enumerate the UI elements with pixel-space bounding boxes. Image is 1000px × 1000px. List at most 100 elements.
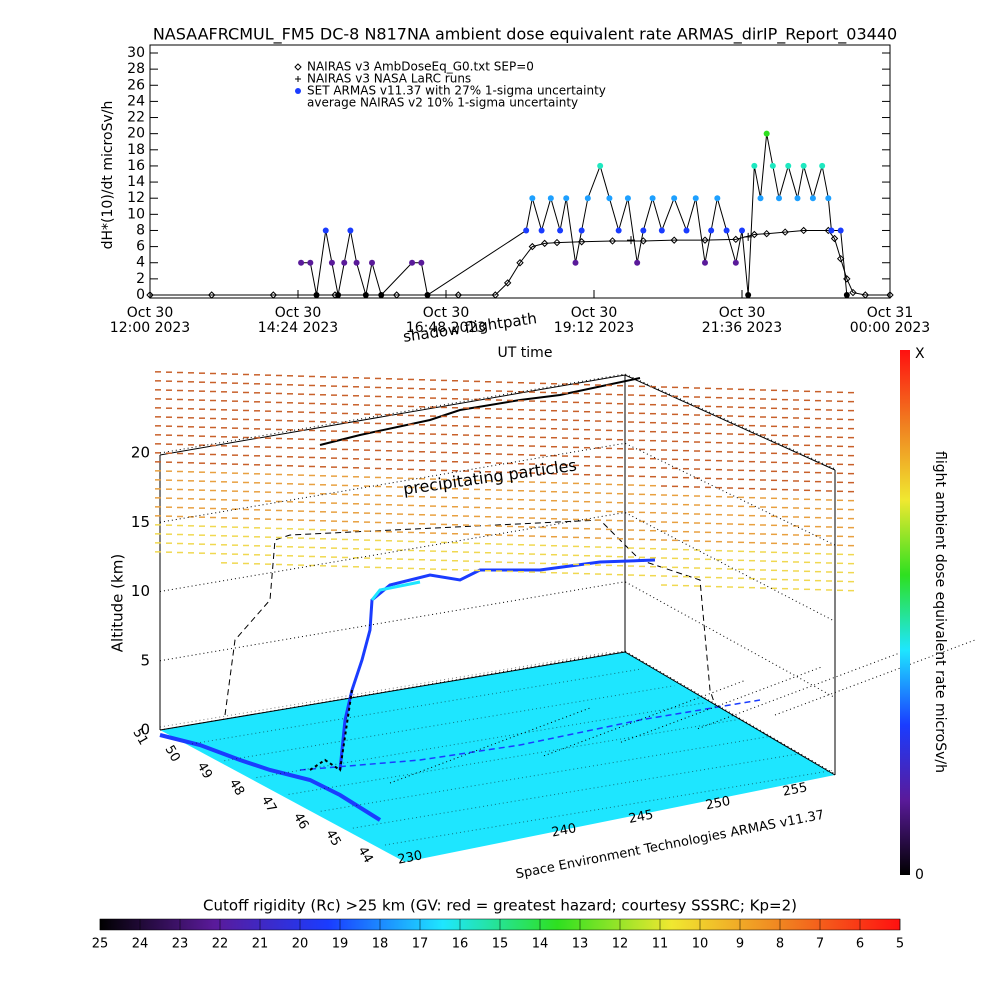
point — [745, 292, 752, 298]
colorbar-label: flight ambient dose equivalent rate micr… — [932, 451, 948, 773]
colorbar-tick-label: 11 — [652, 937, 669, 952]
x-axis-title: UT time — [498, 345, 553, 361]
point — [207, 291, 216, 299]
scene-3d — [155, 371, 976, 862]
colorbar-tick-label: 18 — [372, 937, 389, 952]
point — [830, 234, 839, 243]
colorbar-tick-label: 9 — [736, 937, 744, 952]
colorbar-tick-label: 14 — [532, 937, 549, 952]
colorbar-min: 0 — [915, 867, 924, 883]
point — [572, 259, 579, 266]
point — [785, 162, 792, 169]
y-tick-label: 0 — [136, 287, 145, 303]
point — [328, 259, 335, 266]
point — [640, 227, 647, 234]
y-tick-label: 46 — [290, 810, 311, 832]
point — [516, 259, 524, 267]
y-tick-label: 4 — [136, 255, 145, 271]
colorbar-max: X — [915, 346, 925, 362]
y-tick-label: 45 — [322, 827, 343, 849]
point — [335, 292, 342, 298]
point — [424, 292, 431, 298]
point — [701, 236, 709, 244]
point — [418, 259, 425, 266]
y-tick-label: 28 — [127, 61, 145, 77]
point — [732, 235, 740, 244]
point — [298, 259, 305, 266]
colorbar-tick-label: 6 — [856, 937, 864, 952]
colorbar-tick-label: 13 — [572, 937, 589, 952]
legend-label: SET ARMAS v11.37 with 27% 1-sigma uncert… — [307, 84, 606, 98]
point — [692, 195, 699, 202]
colorbar-tick-label: 22 — [212, 937, 229, 952]
colorbar-tick-label: 12 — [612, 937, 629, 952]
box-edges — [159, 374, 836, 776]
series-line — [301, 133, 848, 296]
point — [615, 227, 622, 234]
x-tick-label: Oct 30 16:48 2023 — [405, 305, 487, 336]
point — [563, 195, 570, 202]
colorbar-tick-label: 19 — [332, 937, 349, 952]
colorbar-title: Cutoff rigidity (Rc) >25 km (GV: red = g… — [203, 897, 797, 915]
point — [849, 288, 857, 297]
grid-line — [384, 769, 836, 846]
point — [843, 292, 850, 298]
y-tick-label: 44 — [354, 844, 375, 866]
point — [146, 291, 154, 299]
point — [547, 195, 554, 202]
point — [578, 227, 585, 234]
point — [763, 130, 770, 137]
y-tick-label: 8 — [136, 222, 145, 238]
point — [649, 195, 656, 202]
point — [781, 228, 789, 236]
grid-line — [159, 651, 611, 728]
point — [683, 227, 690, 234]
grid-line — [320, 735, 771, 812]
legend-symbol — [295, 76, 301, 82]
colorbar-tick-label: 10 — [692, 937, 709, 952]
point — [503, 279, 512, 287]
y-tick-label: 22 — [127, 110, 145, 126]
point — [307, 259, 314, 266]
point — [708, 227, 715, 234]
point — [269, 291, 278, 299]
point — [776, 195, 782, 202]
point — [658, 227, 665, 234]
top-path — [319, 377, 641, 446]
y-tick-label: 6 — [136, 239, 145, 255]
y-tick-label: 18 — [127, 142, 145, 158]
point — [837, 227, 844, 234]
colorbar-tick-label: 15 — [492, 937, 509, 952]
plot-frame — [149, 44, 891, 299]
grid-line — [352, 752, 803, 829]
point — [750, 230, 759, 239]
y-tick-label: 47 — [258, 794, 279, 816]
point — [670, 236, 678, 244]
y-tick-label: 24 — [127, 93, 145, 109]
y-tick-label: 48 — [226, 777, 247, 799]
point — [739, 227, 745, 234]
legend-label: average NAIRAS v2 10% 1-sigma uncertaint… — [307, 96, 578, 110]
point — [723, 227, 730, 234]
flight-path-high — [370, 580, 421, 601]
point — [322, 227, 329, 234]
z-tick-label: 20 — [131, 444, 150, 462]
colorbar-tick-label: 5 — [896, 937, 904, 952]
point — [353, 259, 360, 266]
point — [732, 259, 739, 266]
point — [671, 195, 678, 202]
x-tick-label: Oct 30 21:36 2023 — [701, 305, 783, 336]
series-line — [150, 229, 890, 296]
point — [819, 162, 826, 169]
point — [491, 291, 500, 299]
y-tick-label: 30 — [127, 45, 145, 61]
grid-line — [192, 668, 643, 745]
point — [597, 162, 604, 169]
colorbar-tick-label: 23 — [172, 937, 189, 952]
grid-line — [697, 653, 899, 730]
point — [540, 239, 549, 248]
point — [369, 259, 375, 266]
y-tick-label: 49 — [194, 760, 215, 782]
